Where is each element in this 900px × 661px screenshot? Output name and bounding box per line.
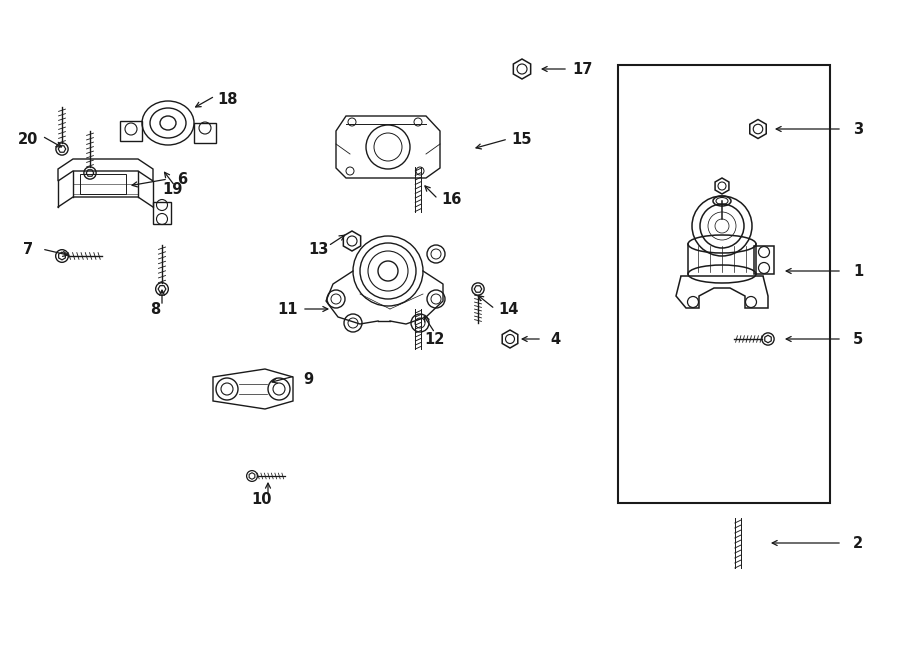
Bar bbox=[153, 202, 171, 224]
Text: 1: 1 bbox=[853, 264, 863, 278]
Text: 20: 20 bbox=[18, 132, 38, 147]
Text: 16: 16 bbox=[442, 192, 463, 206]
Bar bbox=[754, 246, 774, 274]
Text: 13: 13 bbox=[308, 241, 328, 256]
Text: 8: 8 bbox=[150, 301, 160, 317]
Text: 7: 7 bbox=[22, 241, 33, 256]
Text: 18: 18 bbox=[218, 91, 238, 106]
Text: 9: 9 bbox=[303, 371, 313, 387]
Text: 10: 10 bbox=[252, 492, 272, 506]
Text: 15: 15 bbox=[512, 132, 532, 147]
Text: 4: 4 bbox=[550, 332, 560, 346]
Bar bbox=[194, 123, 216, 143]
Bar bbox=[120, 121, 142, 141]
Bar bbox=[618, 65, 830, 503]
Text: 5: 5 bbox=[853, 332, 863, 346]
Text: 12: 12 bbox=[425, 332, 446, 346]
Text: 3: 3 bbox=[853, 122, 863, 137]
Text: 6: 6 bbox=[177, 171, 187, 186]
Text: 11: 11 bbox=[278, 301, 298, 317]
Text: 14: 14 bbox=[498, 301, 518, 317]
Text: 2: 2 bbox=[853, 535, 863, 551]
Text: 17: 17 bbox=[572, 61, 592, 77]
Text: 19: 19 bbox=[162, 182, 182, 196]
